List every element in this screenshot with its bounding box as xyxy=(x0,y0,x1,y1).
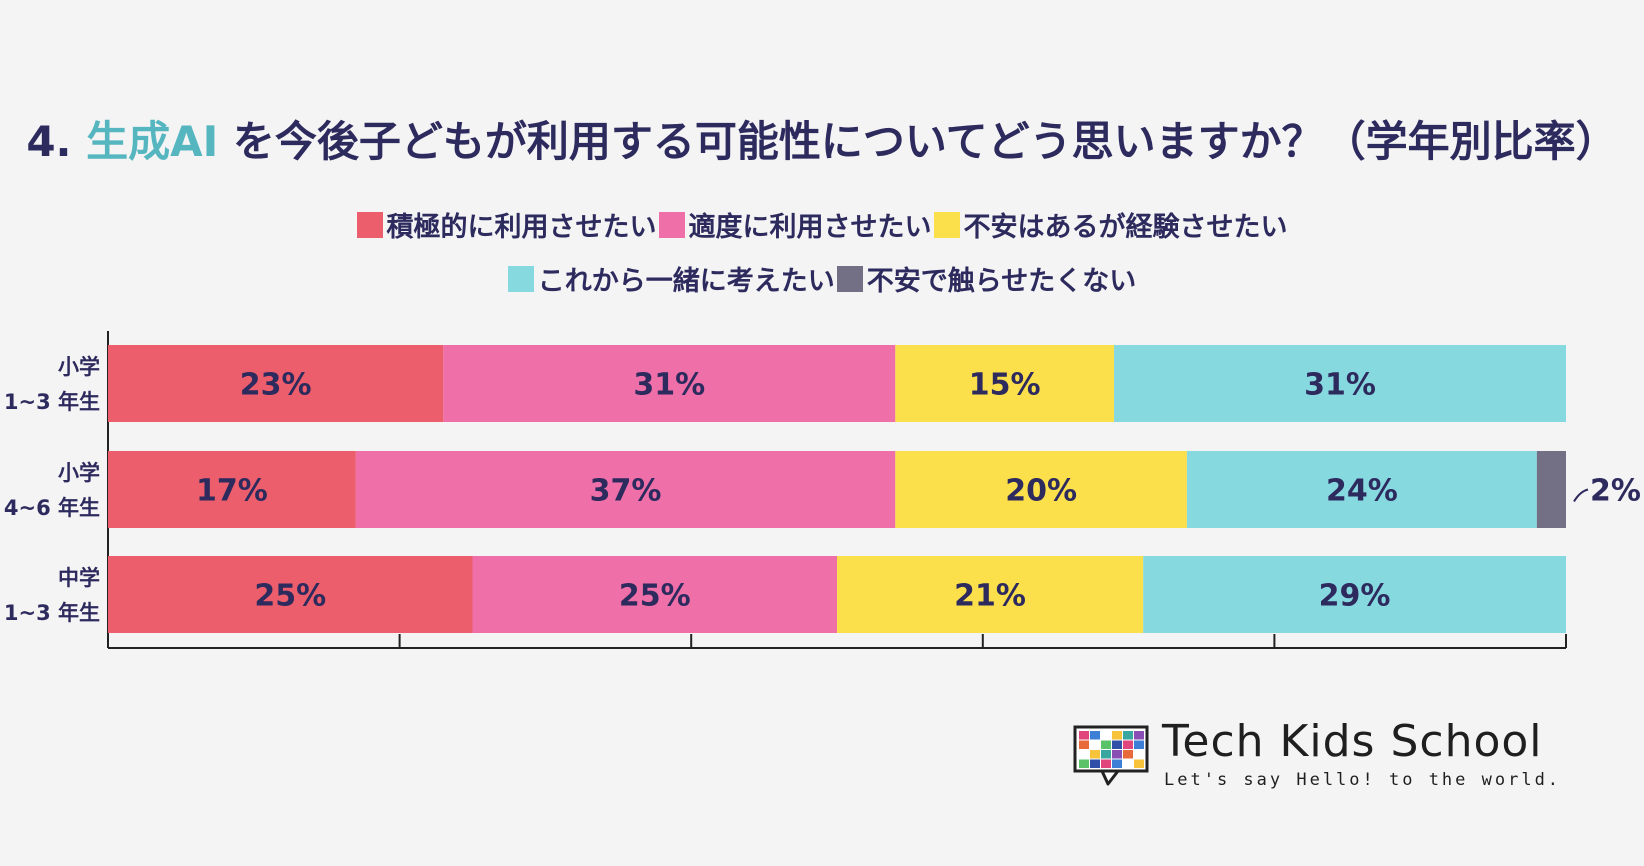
logo-mosaic-cell xyxy=(1090,750,1100,759)
legend-label: 不安はあるが経験させたい xyxy=(963,212,1288,243)
legend-row: これから一緒に考えたい 不安で触らせたくない xyxy=(0,259,1644,298)
bar-segment xyxy=(1114,345,1566,422)
logo-mosaic-cell xyxy=(1134,731,1144,740)
logo-mosaic-cell xyxy=(1112,731,1122,740)
legend-item: 不安で触らせたくない xyxy=(836,259,1137,298)
logo-mosaic-cell xyxy=(1134,740,1144,749)
logo-mosaic-cell xyxy=(1123,740,1133,749)
logo-mosaic-cell xyxy=(1112,740,1122,749)
logo-mosaic-cell xyxy=(1123,731,1133,740)
category-label: 1~3 年生 xyxy=(4,390,100,414)
logo-mosaic-cell xyxy=(1101,759,1111,768)
logo-mosaic-cell xyxy=(1112,759,1122,768)
data-label: 31% xyxy=(1304,368,1376,403)
legend-swatch xyxy=(658,211,685,238)
legend-item: 積極的に利用させたい xyxy=(356,205,657,244)
title-prefix: 4. xyxy=(26,117,87,166)
data-label: 37% xyxy=(590,474,662,509)
bar-segment xyxy=(472,556,837,633)
logo-name: Tech Kids School xyxy=(1162,716,1543,767)
legend-swatch xyxy=(933,211,960,238)
logo-mosaic-cell xyxy=(1134,750,1144,759)
bar-segment xyxy=(443,345,896,422)
logo-mosaic-cell xyxy=(1101,750,1111,759)
data-label: 24% xyxy=(1326,474,1398,509)
data-label: 21% xyxy=(954,579,1026,614)
bar-segment xyxy=(355,451,896,528)
data-label: 2% xyxy=(1590,474,1641,509)
data-label: 29% xyxy=(1319,579,1391,614)
logo-mosaic-cell xyxy=(1123,759,1133,768)
bar-segment xyxy=(895,451,1187,528)
bar-segment xyxy=(837,556,1144,633)
category-label: 中学 xyxy=(58,566,100,590)
bar-segment xyxy=(1536,451,1566,528)
category-label: 小学 xyxy=(58,355,100,379)
legend-row: 積極的に利用させたい 適度に利用させたい 不安はあるが経験させたい xyxy=(0,205,1644,244)
data-label: 25% xyxy=(619,579,691,614)
legend-label: 適度に利用させたい xyxy=(688,212,932,243)
bar-segment xyxy=(108,451,356,528)
title-rest: を今後子どもが利用する可能性についてどう思いますか？（学年別比率） xyxy=(218,117,1618,166)
bar-segment xyxy=(108,556,473,633)
legend-item: 不安はあるが経験させたい xyxy=(933,205,1288,244)
data-label-leader xyxy=(1573,488,1589,503)
legend-swatch xyxy=(356,211,383,238)
speech-bubble-mosaic-icon xyxy=(1073,725,1149,786)
legend-item: これから一緒に考えたい xyxy=(507,259,835,298)
logo-mosaic-cell xyxy=(1079,750,1089,759)
logo-mosaic-cell xyxy=(1090,759,1100,768)
data-label: 17% xyxy=(196,474,268,509)
legend-swatch xyxy=(507,265,534,292)
logo-mosaic-cell xyxy=(1123,750,1133,759)
logo-mosaic-cell xyxy=(1112,750,1122,759)
logo-mosaic-cell xyxy=(1079,759,1089,768)
category-label: 小学 xyxy=(58,461,100,485)
logo-mosaic-cell xyxy=(1090,731,1100,740)
category-label: 1~3 年生 xyxy=(4,601,100,625)
bar-segment xyxy=(1186,451,1537,528)
logo-mosaic-cell xyxy=(1134,759,1144,768)
data-label: 25% xyxy=(254,579,326,614)
legend-label: 積極的に利用させたい xyxy=(386,212,657,243)
legend-swatch xyxy=(836,265,863,292)
legend-item: 適度に利用させたい xyxy=(658,205,932,244)
data-label: 20% xyxy=(1005,474,1077,509)
title-accent: 生成AI xyxy=(86,117,219,166)
legend-label: これから一緒に考えたい xyxy=(537,266,835,297)
logo-mosaic-cell xyxy=(1090,740,1100,749)
bar-segment xyxy=(1143,556,1566,633)
bar-segment xyxy=(108,345,444,422)
legend-label: 不安で触らせたくない xyxy=(866,266,1137,297)
data-label: 15% xyxy=(969,368,1041,403)
bar-segment xyxy=(895,345,1115,422)
data-label: 23% xyxy=(240,368,312,403)
logo-mosaic-cell xyxy=(1079,731,1089,740)
logo-tagline: Let's say Hello! to the world. xyxy=(1164,770,1562,790)
logo-mosaic-cell xyxy=(1079,740,1089,749)
chart-title: 4. 生成AI を今後子どもが利用する可能性についてどう思いますか？（学年別比率… xyxy=(0,108,1644,169)
logo-mosaic-cell xyxy=(1101,740,1111,749)
data-label: 31% xyxy=(633,368,705,403)
logo-mosaic-cell xyxy=(1101,731,1111,740)
category-label: 4~6 年生 xyxy=(4,496,100,520)
tech-kids-school-logo: Tech Kids School Let's say Hello! to the… xyxy=(1072,716,1592,794)
